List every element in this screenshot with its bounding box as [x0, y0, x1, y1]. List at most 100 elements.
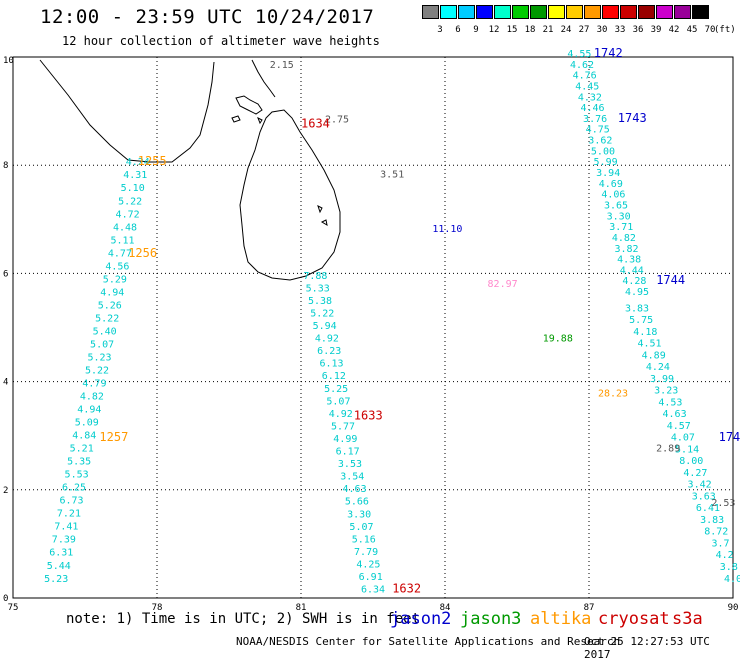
- wave-height-value: 4.95: [625, 287, 649, 298]
- wave-height-value: 82.97: [488, 279, 518, 290]
- color-scale-swatch: [530, 5, 547, 19]
- color-scale-label: 36: [632, 25, 644, 35]
- wave-height-value: 4.92: [329, 409, 353, 420]
- wave-height-value: 5.16: [352, 534, 376, 545]
- wave-height-value: 3.71: [609, 222, 633, 233]
- page-subtitle: 12 hour collection of altimeter wave hei…: [62, 34, 380, 48]
- color-scale-label: 12: [488, 25, 500, 35]
- wave-height-value: 5.99: [594, 157, 618, 168]
- wave-height-value: 4.76: [573, 71, 597, 82]
- wave-height-value: 5.22: [95, 313, 119, 324]
- wave-height-value: 4.07: [671, 433, 695, 444]
- pass-time-labels: 1255 1256 1257 1634 1633 1632 1742 1743 1744 174: [99, 46, 740, 596]
- color-scale-swatch: [674, 5, 691, 19]
- wave-height-value: 6.25: [62, 483, 86, 494]
- wave-height-value: 4.77: [108, 248, 132, 259]
- wave-height-value: 4.48: [113, 222, 137, 233]
- wave-height-value: 5.38: [308, 296, 332, 307]
- wave-height-value: 4.63: [663, 409, 687, 420]
- wave-height-value: 3.30: [607, 211, 631, 222]
- wave-height-value: 3.62: [588, 136, 612, 147]
- wave-height-value: 4.89: [642, 350, 666, 361]
- wave-height-value: 4.24: [126, 157, 150, 168]
- color-scale-swatch: [548, 5, 565, 19]
- wave-height-value: 3.63: [692, 491, 716, 502]
- color-scale-unit: (ft): [714, 25, 736, 35]
- wave-height-value: 4.44: [620, 265, 644, 276]
- sri-lanka-island: [239, 109, 341, 281]
- wave-height-value: 4.32: [578, 92, 602, 103]
- color-scale-label: 70: [704, 25, 716, 35]
- wave-height-value: 4.06: [601, 190, 625, 201]
- wave-height-value: 3.30: [347, 509, 371, 520]
- wave-height-value: 4.46: [580, 103, 604, 114]
- jaffna-peninsula: [235, 95, 263, 115]
- india-east-coast: [251, 59, 276, 98]
- wave-height-value: 6.12: [322, 371, 346, 382]
- pass-time-label: 1255: [138, 154, 167, 168]
- color-scale-swatch: [422, 5, 439, 19]
- wave-height-value: 5.07: [349, 522, 373, 533]
- wave-height-value: 5.75: [629, 315, 653, 326]
- color-scale-swatch: [494, 5, 511, 19]
- wave-height-value: 5.23: [88, 352, 112, 363]
- coastal-islet: [257, 116, 263, 125]
- pass-time-label: 1256: [128, 246, 157, 260]
- wave-height-value: 4.45: [575, 81, 599, 92]
- wave-height-value: 6.17: [336, 447, 360, 458]
- color-scale-swatch: [476, 5, 493, 19]
- wave-height-value: 6.23: [317, 346, 341, 357]
- wave-height-value: 8.72: [704, 527, 728, 538]
- wave-height-value: 4.28: [622, 276, 646, 287]
- y-tick-label: 0: [3, 594, 8, 604]
- wave-height-value: 5.33: [306, 283, 330, 294]
- wave-height-value: 3.8: [720, 562, 738, 573]
- x-tick-label: 78: [152, 603, 163, 613]
- wave-height-value: 3.53: [338, 459, 362, 470]
- pass-time-label: 1633: [354, 408, 383, 422]
- color-scale-swatch: [458, 5, 475, 19]
- color-scale-label: 33: [614, 25, 626, 35]
- color-scale-swatch: [656, 5, 673, 19]
- x-tick-label: 90: [728, 603, 739, 613]
- color-scale-swatch: [512, 5, 529, 19]
- wave-height-value: 5.29: [103, 274, 127, 285]
- wave-height-value: 4.18: [633, 327, 657, 338]
- credit-line: NOAA/NESDIS Center for Satellite Applica…: [236, 635, 621, 648]
- wave-height-value: 5.66: [345, 497, 369, 508]
- wave-height-value: 2.53: [711, 498, 735, 509]
- wave-height-value: 5.44: [47, 561, 71, 572]
- y-tick-label: 8: [3, 161, 8, 171]
- pass-time-label: 1632: [392, 582, 421, 596]
- india-coast: [39, 59, 215, 163]
- color-scale-swatch: [692, 5, 709, 19]
- footer-note: note: 1) Time is in UTC; 2) SWH is in fe…: [66, 611, 421, 627]
- wave-height-value: 7.21: [57, 509, 81, 520]
- color-scale-label: 42: [668, 25, 680, 35]
- color-scale-swatch: [602, 5, 619, 19]
- wave-height-value: 7.88: [303, 271, 327, 282]
- wave-height-value: 7.41: [54, 522, 78, 533]
- wave-height-value: 3.42: [688, 480, 712, 491]
- color-scale-label: 3: [437, 25, 443, 35]
- y-tick-label: 2: [3, 486, 8, 496]
- wave-height-value: 6.34: [361, 585, 385, 596]
- pass-time-label: 1742: [594, 46, 623, 60]
- timestamp: Oct 25 12:27:53 UTC 2017: [584, 635, 710, 661]
- wave-height-value: 5.25: [324, 384, 348, 395]
- legend-altika: altika: [530, 609, 592, 629]
- wave-height-value: 4.69: [599, 179, 623, 190]
- wave-height-value: 6.41: [696, 503, 720, 514]
- x-axis-ticks: 75 78 81 84 87 90: [8, 603, 739, 613]
- wave-height-value: 6.73: [59, 496, 83, 507]
- wave-height-value: 5.77: [331, 421, 355, 432]
- legend-jason2: jason2: [390, 609, 452, 629]
- wave-height-value: 5.07: [90, 339, 114, 350]
- wave-height-value: 5.53: [65, 470, 89, 481]
- wave-height-value: 11.10: [432, 224, 462, 235]
- wave-height-value: 3.83: [700, 515, 724, 526]
- wave-height-value: 5.10: [121, 183, 145, 194]
- legend-jason3: jason3: [460, 609, 522, 629]
- color-scale-label: 9: [473, 25, 479, 35]
- wave-height-value: 3.94: [596, 168, 620, 179]
